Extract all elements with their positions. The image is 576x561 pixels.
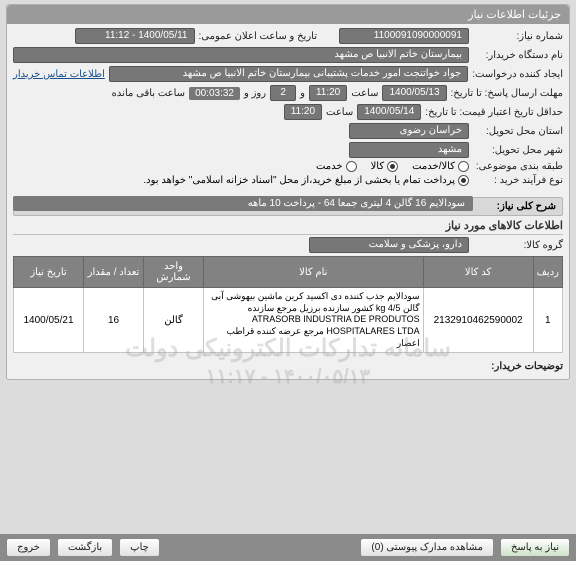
col-idx: ردیف [533, 257, 562, 288]
col-name: نام کالا [204, 257, 424, 288]
exit-button[interactable]: خروج [6, 538, 51, 557]
remain-label: ساعت باقی مانده [112, 88, 185, 99]
table-row[interactable]: 1 2132910462590002 سودالایم جذب کننده دی… [14, 288, 563, 353]
deadline-time-label: ساعت [351, 88, 378, 99]
attachments-button[interactable]: مشاهده مدارک پیوستی (0) [360, 538, 494, 557]
cat-radio-group: کالا/خدمت کالا خدمت [316, 161, 469, 172]
creator-label: ایجاد کننده درخواست: [472, 69, 563, 80]
col-qty: تعداد / مقدار [84, 257, 144, 288]
validity-date: 1400/05/14 [357, 104, 421, 120]
creator-value: جواد خواتنجت امور خدمات پشتیبانی بیمارست… [109, 66, 468, 82]
province-label: استان محل تحویل: [473, 126, 563, 137]
cat-radio-goods-label: کالا [371, 161, 385, 172]
cat-radio-both[interactable]: کالا/خدمت [412, 161, 469, 172]
buy-proc-label: نوع فرآیند خرید : [473, 175, 563, 186]
cat-label: طبقه بندی موضوعی: [473, 161, 563, 172]
group-value: دارو، پزشکی و سلامت [309, 237, 469, 253]
col-date: تاریخ نیاز [14, 257, 84, 288]
items-table: ردیف کد کالا نام کالا واحد شمارش تعداد /… [13, 256, 563, 353]
cell-date: 1400/05/21 [14, 288, 84, 353]
pub-datetime-value: 1400/05/11 - 11:12 [75, 28, 195, 44]
cat-radio-service[interactable]: خدمت [316, 161, 357, 172]
request-no-label: شماره نیاز: [473, 31, 563, 42]
cell-idx: 1 [533, 288, 562, 353]
province-value: خراسان رضوی [349, 123, 469, 139]
validity-time: 11:20 [284, 104, 322, 120]
col-code: کد کالا [423, 257, 533, 288]
deadline-time: 11:20 [309, 85, 347, 101]
buyer-org-label: نام دستگاه خریدار: [473, 50, 563, 61]
request-no-value: 1100091090000091 [339, 28, 469, 44]
cell-name: سودالایم جذب کننده دی اکسید کربن ماشین ب… [204, 288, 424, 353]
city-value: مشهد [349, 142, 469, 158]
radio-icon-selected [458, 175, 469, 186]
validity-label: حداقل تاریخ اعتبار قیمت: تا تاریخ: [425, 107, 563, 118]
radio-icon [458, 161, 469, 172]
cat-radio-service-label: خدمت [316, 161, 343, 172]
table-header-row: ردیف کد کالا نام کالا واحد شمارش تعداد /… [14, 257, 563, 288]
deadline-date: 1400/05/13 [382, 85, 446, 101]
cat-radio-both-label: کالا/خدمت [412, 161, 455, 172]
cell-code: 2132910462590002 [423, 288, 533, 353]
buyer-org-value: بیمارستان خاتم الانبیا ص مشهد [13, 47, 469, 63]
validity-time-label: ساعت [326, 107, 353, 118]
items-section-title: اطلاعات کالاهای مورد نیاز [13, 219, 563, 235]
contact-link[interactable]: اطلاعات تماس خریدار [13, 69, 105, 80]
cat-radio-goods[interactable]: کالا [371, 161, 399, 172]
pub-datetime-label: تاریخ و ساعت اعلان عمومی: [199, 31, 318, 42]
print-button[interactable]: چاپ [119, 538, 160, 557]
buy-proc-radio[interactable]: پرداخت تمام یا بخشی از مبلغ خرید،از محل … [143, 175, 469, 186]
col-unit: واحد شمارش [144, 257, 204, 288]
buy-proc-text: پرداخت تمام یا بخشی از مبلغ خرید،از محل … [143, 175, 455, 186]
cell-qty: 16 [84, 288, 144, 353]
and-label: و [300, 88, 305, 99]
days-value: 2 [270, 85, 296, 101]
timer-value: 00:03:32 [189, 87, 240, 100]
info-panel-body: شماره نیاز: 1100091090000091 تاریخ و ساع… [7, 24, 569, 379]
deadline-label: مهلت ارسال پاسخ: تا تاریخ: [451, 88, 563, 99]
radio-icon-selected [387, 161, 398, 172]
days-label: روز و [244, 88, 266, 99]
group-label: گروه کالا: [473, 240, 563, 251]
radio-icon [346, 161, 357, 172]
buyer-notes-label: توضیحات خریدار: [473, 361, 563, 372]
back-button[interactable]: بازگشت [57, 538, 113, 557]
cell-unit: گالن [144, 288, 204, 353]
info-panel: جزئیات اطلاعات نیاز شماره نیاز: 11000910… [6, 4, 570, 380]
info-panel-header: جزئیات اطلاعات نیاز [7, 5, 569, 24]
city-label: شهر محل تحویل: [473, 145, 563, 156]
back-to-need-button[interactable]: نیاز به پاسخ [500, 538, 570, 557]
